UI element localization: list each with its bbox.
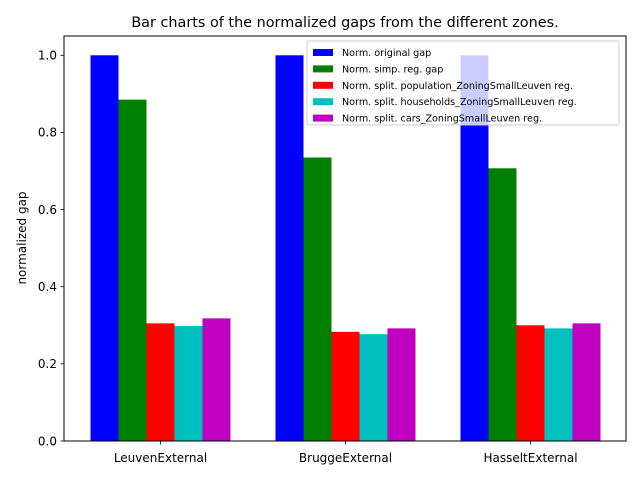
y-axis-ticks: 0.0 0.2 0.4 0.6 0.8 1.0: [38, 49, 64, 448]
x-tick-label: BruggeExternal: [299, 451, 392, 465]
x-axis-ticks: LeuvenExternal BruggeExternal HasseltExter…: [114, 441, 578, 465]
legend-swatch: [313, 49, 333, 56]
x-tick-label: LeuvenExternal: [114, 451, 207, 465]
y-tick-label: 0.2: [38, 357, 57, 371]
bar-series-3-BruggeExternal: [331, 331, 360, 441]
bar-series-5-BruggeExternal: [387, 328, 416, 441]
chart-title: Bar charts of the normalized gaps from t…: [131, 15, 558, 31]
bar-series-5-HasseltExternal: [572, 323, 601, 441]
legend-label: Norm. original gap: [342, 48, 431, 59]
legend-label: Norm. simp. reg. gap: [342, 64, 443, 75]
plot-area-frame: [63, 35, 627, 442]
y-tick-label: 0.4: [38, 280, 57, 294]
y-tick-label: 0.8: [38, 126, 57, 140]
legend-label: Norm. split. households_ZoningSmallLeuve…: [342, 97, 577, 108]
bar-series-2-BruggeExternal: [303, 157, 332, 441]
bar-series-5-LeuvenExternal: [202, 318, 231, 441]
bar-series-4-HasseltExternal: [544, 328, 573, 441]
legend-label: Norm. split. population_ZoningSmallLeuve…: [342, 81, 573, 92]
bar-series-1-LeuvenExternal: [90, 55, 119, 442]
legend-swatch: [313, 81, 333, 89]
legend: Norm. original gap Norm. simp. reg. gap No…: [306, 40, 620, 126]
legend-swatch: [313, 114, 333, 122]
legend-label: Norm. split. cars_ZoningSmallLeuven reg.: [342, 114, 542, 125]
bar-series-4-LeuvenExternal: [174, 326, 203, 441]
y-tick-label: 0.6: [38, 203, 57, 217]
y-tick-label: 1.0: [38, 49, 57, 63]
bar-series-2-HasseltExternal: [488, 168, 517, 442]
bars-group: [90, 55, 601, 442]
bar-series-3-HasseltExternal: [516, 325, 545, 441]
x-tick-label: HasseltExternal: [483, 451, 577, 465]
bar-series-4-BruggeExternal: [359, 334, 388, 441]
bar-series-1-BruggeExternal: [275, 55, 304, 442]
legend-swatch: [313, 65, 333, 73]
y-axis-label: normalized gap: [15, 191, 29, 284]
y-tick-label: 0.0: [38, 434, 57, 448]
bar-series-2-LeuvenExternal: [118, 99, 147, 442]
legend-swatch: [313, 98, 333, 106]
legend-box: [306, 40, 620, 126]
bar-series-3-LeuvenExternal: [146, 323, 175, 441]
